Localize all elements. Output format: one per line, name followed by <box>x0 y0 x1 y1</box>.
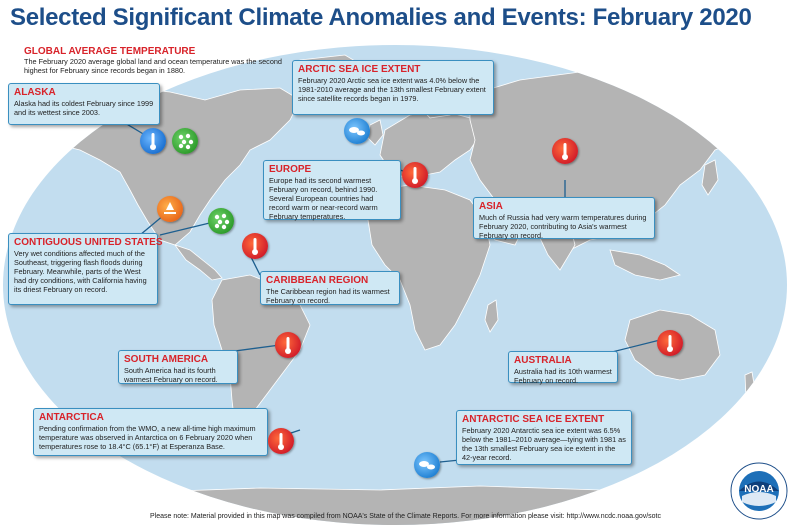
antarctica <box>3 485 787 525</box>
contiguous-us-heading: CONTIGUOUS UNITED STATES <box>14 237 163 248</box>
central-america <box>173 244 223 281</box>
south-america-box: SOUTH AMERICA South America had its four… <box>118 350 238 384</box>
alaska-box: ALASKA Alaska had its coldest February s… <box>8 83 160 125</box>
caribbean-box: CARIBBEAN REGION The Caribbean region ha… <box>260 271 400 305</box>
global-heading: GLOBAL AVERAGE TEMPERATURE <box>24 46 196 57</box>
antarctic-ice-text: February 2020 Antarctic sea ice extent w… <box>462 426 626 462</box>
africa <box>367 184 491 351</box>
page-title: Selected Significant Climate Anomalies a… <box>10 4 752 31</box>
ice-icon <box>344 118 370 144</box>
europe-heading: EUROPE <box>269 164 312 175</box>
caribbean-text: The Caribbean region had its warmest Feb… <box>266 287 390 305</box>
europe-text: Europe had its second warmest February o… <box>269 176 378 221</box>
wet-icon <box>208 208 234 234</box>
australia-heading: AUSTRALIA <box>514 355 572 366</box>
warm-icon <box>268 428 294 454</box>
warm-icon <box>657 330 683 356</box>
warm-icon <box>242 233 268 259</box>
noaa-logo: NOAA <box>730 462 788 520</box>
north-america <box>39 87 301 246</box>
antarctic-ice-box: ANTARCTIC SEA ICE EXTENT February 2020 A… <box>456 410 632 465</box>
europe-box: EUROPE Europe had its second warmest Feb… <box>263 160 401 221</box>
australia-box: AUSTRALIA Australia had its 10th warmest… <box>508 351 618 385</box>
australia-text: Australia had its 10th warmest February … <box>514 367 612 385</box>
south-america-text: South America had its fourth warmest Feb… <box>124 366 218 384</box>
madagascar <box>484 299 499 333</box>
asia-text: Much of Russia had very warm temperature… <box>479 213 647 240</box>
arctic-text: February 2020 Arctic sea ice extent was … <box>298 76 486 103</box>
antarctica-text: Pending confirmation from the WMO, a new… <box>39 424 256 451</box>
antarctic-ice-heading: ANTARCTIC SEA ICE EXTENT <box>462 414 605 425</box>
global-temperature-note: GLOBAL AVERAGE TEMPERATURE The February … <box>24 46 284 75</box>
wet-icon <box>172 128 198 154</box>
footer-note: Please note: Material provided in this m… <box>150 513 662 520</box>
warm-icon <box>402 162 428 188</box>
antarctica-box: ANTARCTICA Pending confirmation from the… <box>33 408 268 456</box>
alaska-heading: ALASKA <box>14 87 56 98</box>
warm-icon <box>552 138 578 164</box>
arctic-box: ARCTIC SEA ICE EXTENT February 2020 Arct… <box>292 60 494 115</box>
contiguous-us-text: Very wet conditions affected much of the… <box>14 249 147 294</box>
antarctica-heading: ANTARCTICA <box>39 412 104 423</box>
warm-icon <box>275 332 301 358</box>
south-america-heading: SOUTH AMERICA <box>124 354 209 365</box>
caribbean-heading: CARIBBEAN REGION <box>266 275 369 286</box>
japan <box>701 159 719 196</box>
southeast-asia <box>609 249 681 281</box>
cold-icon <box>140 128 166 154</box>
noaa-text: NOAA <box>744 484 774 495</box>
ice-icon <box>414 452 440 478</box>
global-text: The February 2020 average global land an… <box>24 57 282 75</box>
asia-box: ASIA Much of Russia had very warm temper… <box>473 197 655 240</box>
contiguous-us-box: CONTIGUOUS UNITED STATES Very wet condit… <box>8 233 163 305</box>
dry-icon <box>157 196 183 222</box>
arctic-heading: ARCTIC SEA ICE EXTENT <box>298 64 421 75</box>
asia-heading: ASIA <box>479 201 503 212</box>
alaska-text: Alaska had its coldest February since 19… <box>14 99 154 117</box>
